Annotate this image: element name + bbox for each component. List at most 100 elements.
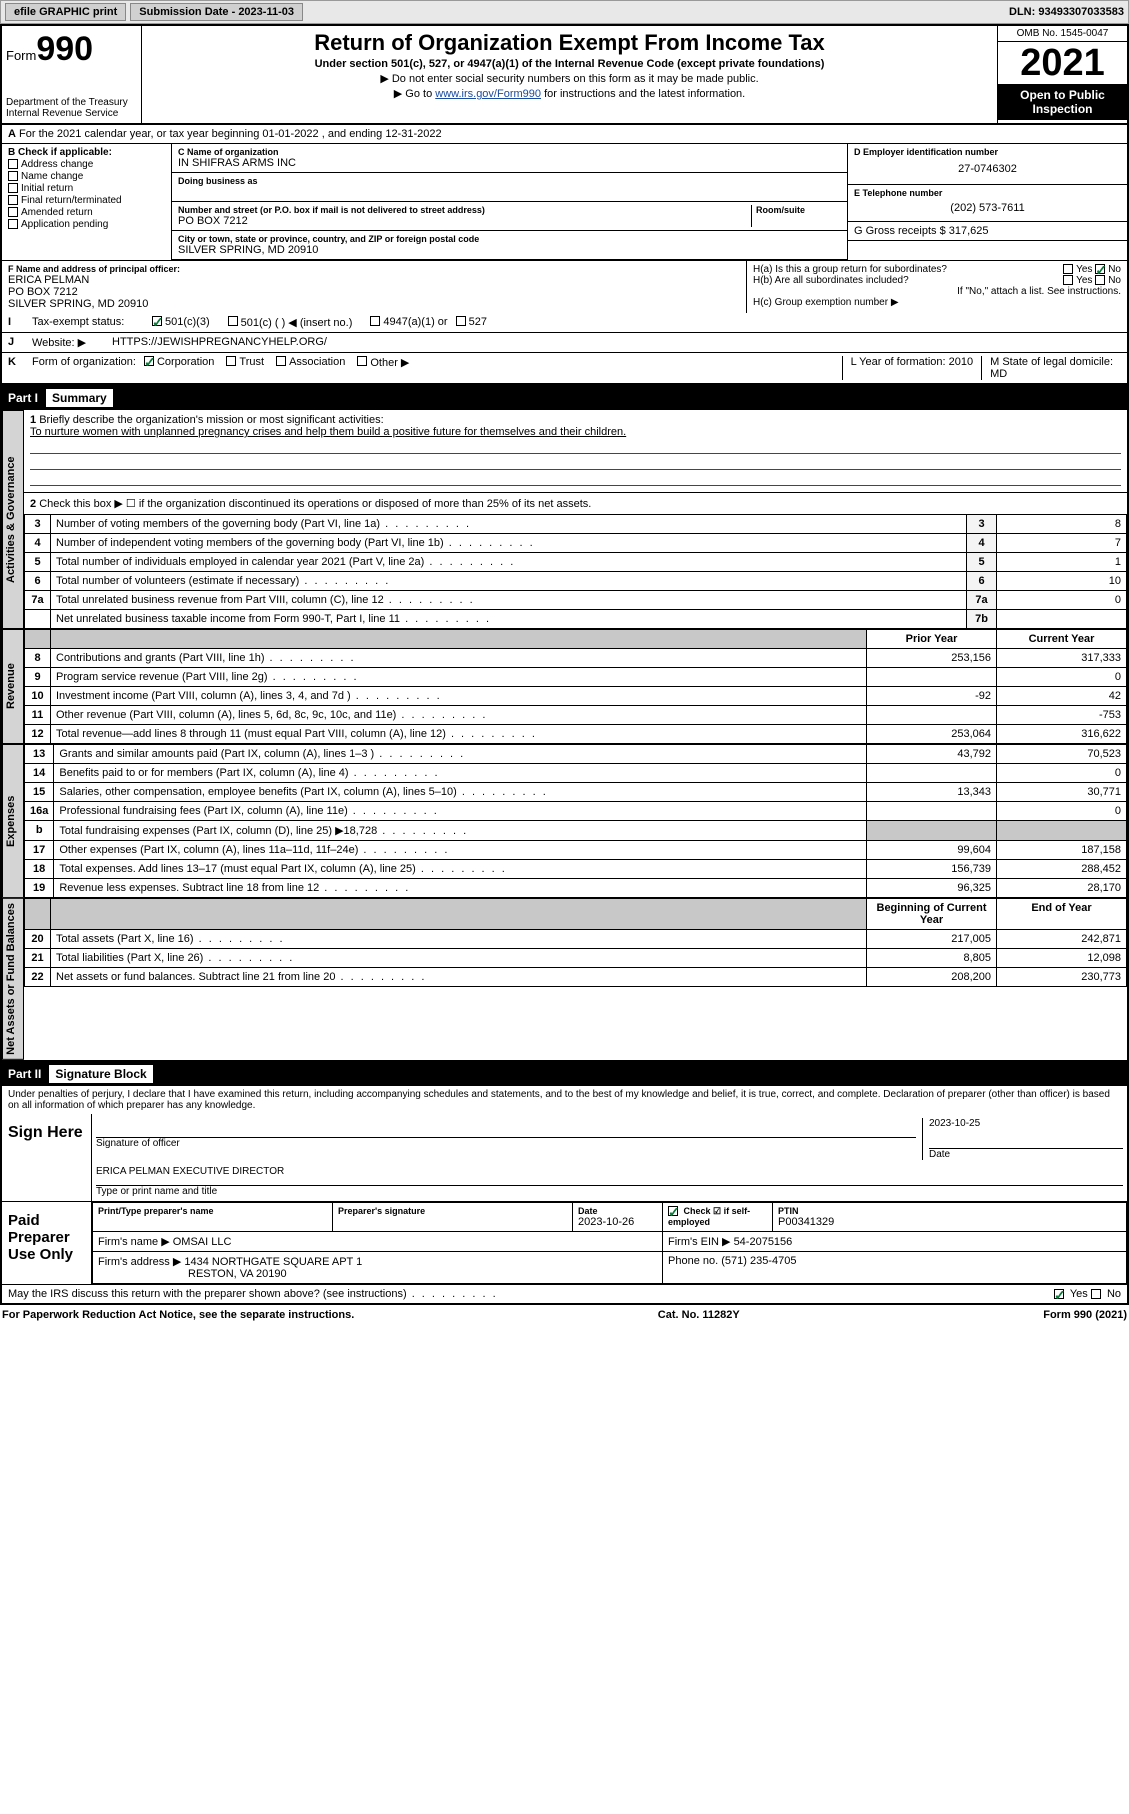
current-val: 242,871 — [997, 930, 1127, 949]
checkbox-hb-no[interactable] — [1095, 275, 1105, 285]
domicile-val: MD — [990, 368, 1007, 380]
checkbox-501c[interactable] — [228, 316, 238, 326]
checkbox-4947[interactable] — [370, 316, 380, 326]
form-word: Form — [6, 48, 36, 63]
line-num: 7a — [25, 591, 51, 610]
line-val: 7 — [997, 534, 1127, 553]
irs-label: Internal Revenue Service — [6, 108, 137, 119]
org-name-label: C Name of organization — [178, 147, 841, 157]
current-val: 12,098 — [997, 949, 1127, 968]
table-rev: Prior Year Current Year8 Contributions a… — [24, 629, 1127, 744]
hdr-blank — [25, 630, 51, 649]
prep-phone-label: Phone no. — [668, 1255, 718, 1267]
dba-label: Doing business as — [178, 176, 841, 186]
ha-no: No — [1108, 264, 1121, 275]
line-box: 7b — [967, 610, 997, 629]
line-1-num: 1 — [30, 414, 36, 426]
footer-left: For Paperwork Reduction Act Notice, see … — [2, 1309, 354, 1321]
vlabel-net: Net Assets or Fund Balances — [2, 898, 24, 1060]
sign-here-label: Sign Here — [2, 1114, 92, 1201]
checkbox-name-change[interactable] — [8, 171, 18, 181]
cb-label-pending: Application pending — [21, 219, 108, 230]
firm-addr-label: Firm's address ▶ — [98, 1256, 181, 1268]
date-line — [929, 1129, 1123, 1149]
officer-name: ERICA PELMAN — [8, 274, 740, 286]
line-num: 14 — [25, 764, 54, 783]
line-num: 16a — [25, 802, 54, 821]
current-val: 317,333 — [997, 649, 1127, 668]
current-val: 187,158 — [997, 841, 1127, 860]
line-desc: Other revenue (Part VIII, column (A), li… — [51, 706, 867, 725]
line-val: 0 — [997, 591, 1127, 610]
tax-year: 2021 — [998, 42, 1127, 84]
hc-label: H(c) Group exemption number ▶ — [753, 297, 1121, 308]
checkbox-corporation[interactable] — [144, 356, 154, 366]
table-exp: 13 Grants and similar amounts paid (Part… — [24, 744, 1127, 898]
year-formation: L Year of formation: 2010 — [842, 356, 982, 380]
line-desc: Total fundraising expenses (Part IX, col… — [54, 821, 867, 841]
line-val: 8 — [997, 515, 1127, 534]
checkbox-self-employed[interactable] — [668, 1206, 678, 1216]
checkbox-initial-return[interactable] — [8, 183, 18, 193]
sig-date-label: Date — [929, 1149, 1123, 1160]
prior-val: 43,792 — [867, 745, 997, 764]
line-val: 10 — [997, 572, 1127, 591]
header-left: Form990 Department of the Treasury Inter… — [2, 26, 142, 123]
firm-addr1: 1434 NORTHGATE SQUARE APT 1 — [184, 1256, 362, 1268]
vlabel-rev: Revenue — [2, 629, 24, 744]
checkbox-trust[interactable] — [226, 356, 236, 366]
row-a: A For the 2021 calendar year, or tax yea… — [2, 125, 1127, 144]
checkbox-association[interactable] — [276, 356, 286, 366]
cb-label-initial: Initial return — [21, 183, 73, 194]
checkbox-address-change[interactable] — [8, 159, 18, 169]
mission-line-1 — [30, 440, 1121, 454]
line-desc: Number of voting members of the governin… — [51, 515, 967, 534]
form-header: Form990 Department of the Treasury Inter… — [0, 24, 1129, 125]
efile-print-button[interactable]: efile GRAPHIC print — [5, 3, 126, 21]
section-gov: Activities & Governance 1 Briefly descri… — [0, 410, 1129, 629]
officer-signature-line[interactable] — [96, 1118, 916, 1138]
section-exp: Expenses 13 Grants and similar amounts p… — [0, 744, 1129, 898]
line-desc: Investment income (Part VIII, column (A)… — [51, 687, 867, 706]
checkbox-final-return[interactable] — [8, 195, 18, 205]
ha-label: H(a) Is this a group return for subordin… — [753, 264, 947, 275]
checkbox-ha-no[interactable] — [1095, 264, 1105, 274]
checkbox-amended[interactable] — [8, 207, 18, 217]
preparer-table: Print/Type preparer's name Preparer's si… — [92, 1202, 1127, 1284]
checkbox-other[interactable] — [357, 356, 367, 366]
firm-addr2: RESTON, VA 20190 — [188, 1268, 287, 1280]
line-box: 6 — [967, 572, 997, 591]
ptin-label: PTIN — [778, 1206, 1121, 1216]
col-b-label: B Check if applicable: — [8, 147, 165, 158]
opt-other: Other ▶ — [370, 356, 409, 380]
checkbox-ha-yes[interactable] — [1063, 264, 1073, 274]
line-num — [25, 610, 51, 629]
checkbox-discuss-yes[interactable] — [1054, 1289, 1064, 1299]
prior-val — [867, 668, 997, 687]
paid-preparer-label: Paid Preparer Use Only — [2, 1202, 92, 1284]
prior-val: 217,005 — [867, 930, 997, 949]
submission-date-button[interactable]: Submission Date - 2023-11-03 — [130, 3, 303, 21]
city-value: SILVER SPRING, MD 20910 — [178, 244, 841, 256]
row-j: J Website: ▶ HTTPS://JEWISHPREGNANCYHELP… — [2, 333, 1127, 353]
checkbox-501c3[interactable] — [152, 316, 162, 326]
phone-value: (202) 573-7611 — [854, 198, 1121, 218]
line-num: 3 — [25, 515, 51, 534]
line-box: 3 — [967, 515, 997, 534]
line-num: 5 — [25, 553, 51, 572]
checkbox-discuss-no[interactable] — [1091, 1289, 1101, 1299]
current-val: 70,523 — [997, 745, 1127, 764]
cb-label-amended: Amended return — [21, 207, 93, 218]
line-num: 18 — [25, 860, 54, 879]
line-num: 8 — [25, 649, 51, 668]
checkbox-527[interactable] — [456, 316, 466, 326]
discuss-row: May the IRS discuss this return with the… — [2, 1285, 1127, 1303]
col-de: D Employer identification number 27-0746… — [847, 144, 1127, 260]
form-subtitle: Under section 501(c), 527, or 4947(a)(1)… — [146, 58, 993, 70]
checkbox-hb-yes[interactable] — [1063, 275, 1073, 285]
checkbox-application-pending[interactable] — [8, 219, 18, 229]
line-desc: Total number of individuals employed in … — [51, 553, 967, 572]
prior-val: 99,604 — [867, 841, 997, 860]
irs-link[interactable]: www.irs.gov/Form990 — [435, 88, 541, 100]
current-val: 288,452 — [997, 860, 1127, 879]
